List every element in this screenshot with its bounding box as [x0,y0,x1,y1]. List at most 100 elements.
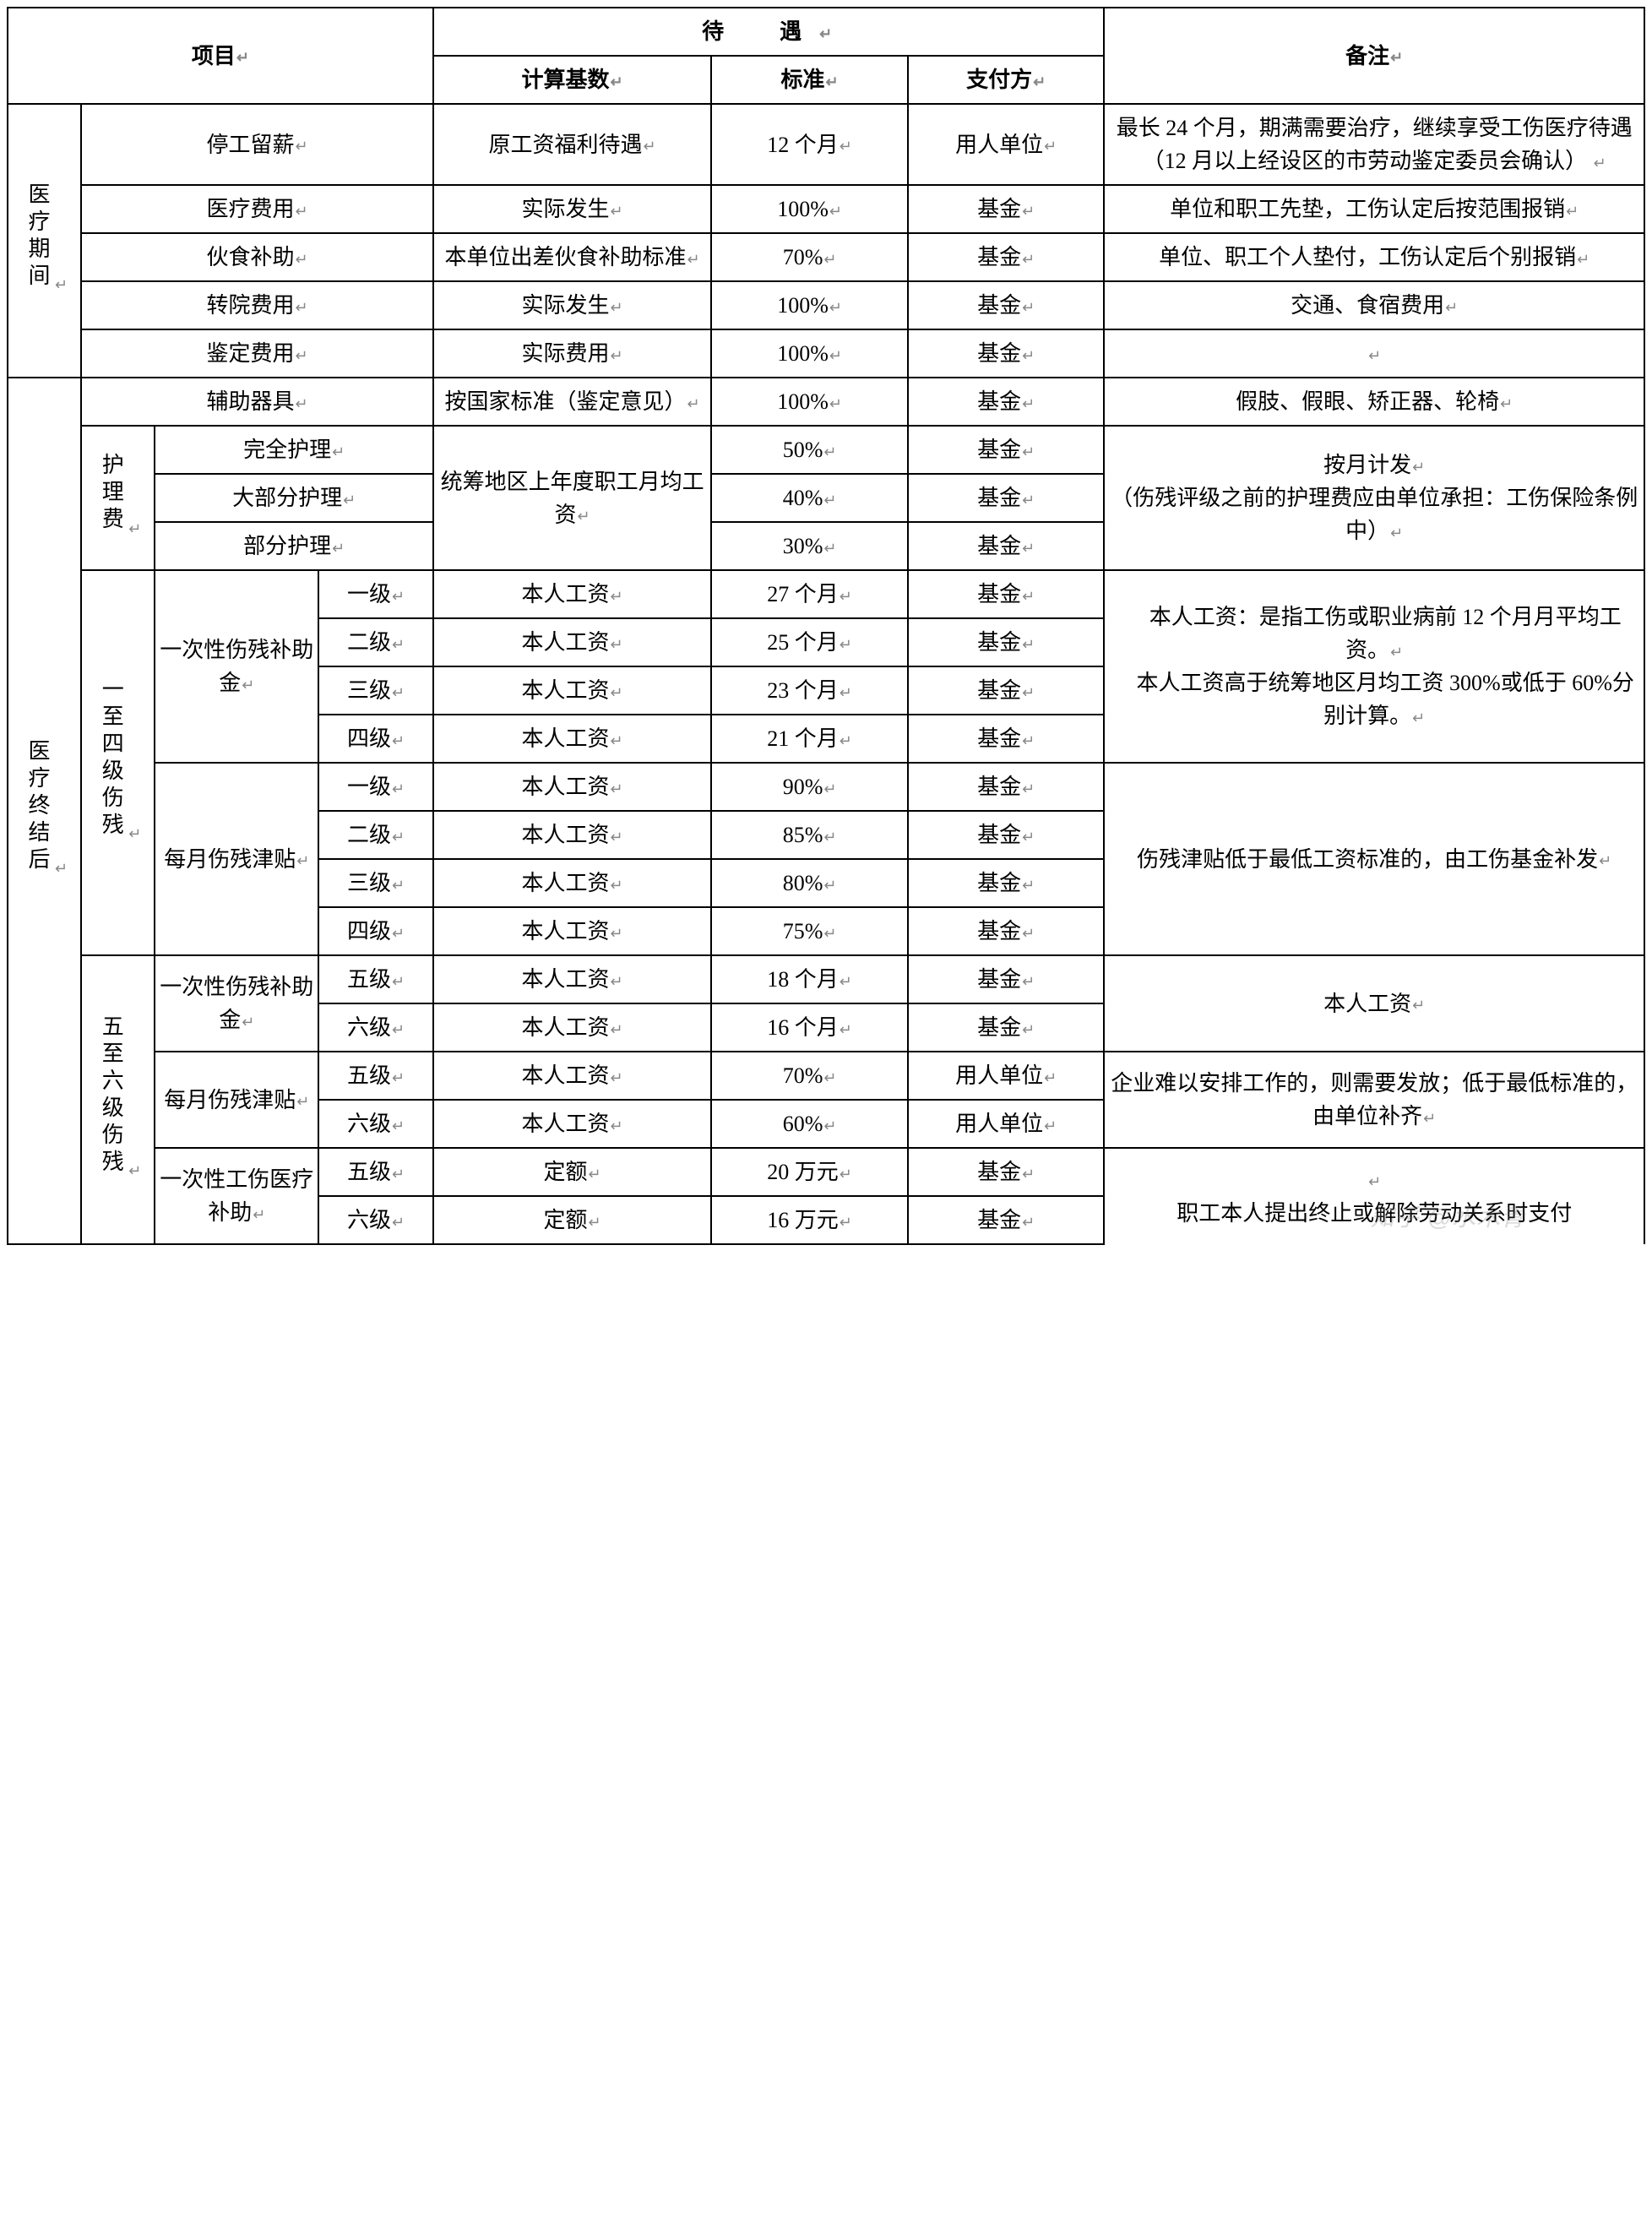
header-standard: 标准↵ [711,56,908,104]
cell-payer: 基金↵ [908,763,1105,811]
cell-payer: 基金↵ [908,474,1105,522]
watermark: 知乎 @水木青 [1371,1200,1525,1236]
cell-std: 60%↵ [711,1100,908,1148]
cell-std: 16 个月↵ [711,1003,908,1052]
cell-basis: 本人工资↵ [433,570,711,618]
cell-std: 85%↵ [711,811,908,859]
cell-std: 18 个月↵ [711,955,908,1003]
cell-payer: 基金↵ [908,329,1105,378]
cell-basis: 原工资福利待遇↵ [433,104,711,185]
cell-std: 90%↵ [711,763,908,811]
sub-label: 一次性工伤医疗补助↵ [155,1148,318,1244]
cell-basis: 本人工资↵ [433,618,711,666]
sub-label: 一次性伤残补助金↵ [155,955,318,1052]
cell-basis: 本人工资↵ [433,1003,711,1052]
cell-level: 四级↵ [318,715,433,763]
cell-item: 医疗费用↵ [81,185,433,233]
cell-remark: 交通、食宿费用↵ [1104,281,1644,329]
header-basis: 计算基数↵ [433,56,711,104]
cell-remark: 最长 24 个月，期满需要治疗，继续享受工伤医疗待遇（12 月以上经设区的市劳动… [1104,104,1644,185]
cell-std: 100%↵ [711,378,908,426]
cell-basis: 本人工资↵ [433,811,711,859]
cell-std: 70%↵ [711,1052,908,1100]
cell-remark: 企业难以安排工作的，则需要发放；低于最低标准的，由单位补齐↵ [1104,1052,1644,1148]
cell-std: 20 万元↵ [711,1148,908,1196]
cell-payer: 基金↵ [908,859,1105,907]
cell-level: 六级↵ [318,1003,433,1052]
cell-basis: 本人工资↵ [433,907,711,955]
cell-remark: 本人工资↵ [1104,955,1644,1052]
cell-payer: 基金↵ [908,1148,1105,1196]
header-treatment: 待 遇↵ [433,8,1105,56]
cell-payer: 基金↵ [908,233,1105,281]
cell-std: 40%↵ [711,474,908,522]
cell-basis: 定额↵ [433,1148,711,1196]
cell-payer: 基金↵ [908,907,1105,955]
cell-remark: 按月计发↵（伤残评级之前的护理费应由单位承担：工伤保险条例中）↵ [1104,426,1644,570]
cell-payer: 基金↵ [908,378,1105,426]
cell-payer: 基金↵ [908,955,1105,1003]
cell-level: 二级↵ [318,618,433,666]
section-after-treatment: 医疗终结后↵ [8,378,81,1244]
cell-level: 五级↵ [318,955,433,1003]
cell-basis: 实际发生↵ [433,185,711,233]
cell-item: 完全护理↵ [155,426,432,474]
cell-std: 100%↵ [711,185,908,233]
cell-remark: ↵ [1104,329,1644,378]
cell-payer: 用人单位↵ [908,104,1105,185]
cell-std: 21 个月↵ [711,715,908,763]
cell-basis: 本人工资↵ [433,1052,711,1100]
cell-payer: 基金↵ [908,281,1105,329]
cell-level: 一级↵ [318,763,433,811]
cell-basis: 本人工资↵ [433,715,711,763]
header-project: 项目↵ [8,8,433,104]
cell-level: 五级↵ [318,1052,433,1100]
cell-basis: 实际发生↵ [433,281,711,329]
cell-level: 三级↵ [318,666,433,715]
cell-basis: 本单位出差伙食补助标准↵ [433,233,711,281]
benefits-table: 项目↵ 待 遇↵ 备注↵ 计算基数↵ 标准↵ 支付方↵ 医疗期间↵ 停工留薪↵ … [7,7,1645,1245]
cell-level: 四级↵ [318,907,433,955]
cell-remark: ↵职工本人提出终止或解除劳动关系时支付知乎 @水木青 [1104,1148,1644,1244]
header-remark: 备注↵ [1104,8,1644,104]
cell-item: 大部分护理↵ [155,474,432,522]
cell-payer: 基金↵ [908,666,1105,715]
cell-payer: 用人单位↵ [908,1100,1105,1148]
cell-std: 16 万元↵ [711,1196,908,1244]
cell-remark: 假肢、假眼、矫正器、轮椅↵ [1104,378,1644,426]
cell-basis: 本人工资↵ [433,763,711,811]
cell-std: 27 个月↵ [711,570,908,618]
cell-std: 70%↵ [711,233,908,281]
cell-std: 100%↵ [711,281,908,329]
cell-level: 六级↵ [318,1196,433,1244]
cell-payer: 基金↵ [908,715,1105,763]
cell-payer: 基金↵ [908,811,1105,859]
cell-payer: 基金↵ [908,185,1105,233]
cell-item: 鉴定费用↵ [81,329,433,378]
grade14-title: 一至四级伤残↵ [81,570,155,955]
cell-basis: 按国家标准（鉴定意见）↵ [433,378,711,426]
cell-std: 23 个月↵ [711,666,908,715]
grade56-title: 五至六级伤残↵ [81,955,155,1244]
cell-std: 12 个月↵ [711,104,908,185]
cell-remark: 单位、职工个人垫付，工伤认定后个别报销↵ [1104,233,1644,281]
cell-level: 三级↵ [318,859,433,907]
cell-payer: 基金↵ [908,426,1105,474]
cell-item: 伙食补助↵ [81,233,433,281]
cell-std: 25 个月↵ [711,618,908,666]
sub-label: 每月伤残津贴↵ [155,1052,318,1148]
cell-payer: 基金↵ [908,570,1105,618]
cell-remark: 伤残津贴低于最低工资标准的，由工伤基金补发↵ [1104,763,1644,955]
cell-payer: 基金↵ [908,522,1105,570]
header-payer: 支付方↵ [908,56,1105,104]
cell-std: 50%↵ [711,426,908,474]
cell-basis: 定额↵ [433,1196,711,1244]
cell-payer: 基金↵ [908,1196,1105,1244]
cell-std: 30%↵ [711,522,908,570]
cell-basis: 统筹地区上年度职工月均工资↵ [433,426,711,570]
nursing-label: 护理费↵ [81,426,155,570]
cell-std: 80%↵ [711,859,908,907]
section-medical-period: 医疗期间↵ [8,104,81,378]
cell-remark: 单位和职工先垫，工伤认定后按范围报销↵ [1104,185,1644,233]
cell-basis: 本人工资↵ [433,666,711,715]
